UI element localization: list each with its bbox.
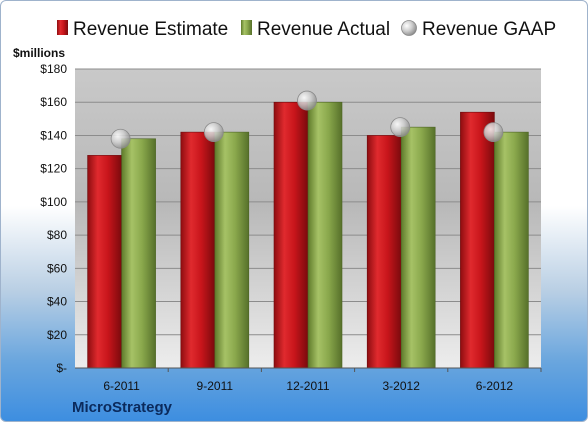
y-tick-label: $180: [40, 62, 67, 76]
legend: Revenue Estimate Revenue Actual Revenue …: [57, 19, 556, 40]
bar-revenue-estimate: [273, 101, 309, 369]
marker-revenue-gaap: [203, 122, 224, 143]
bar-revenue-estimate: [366, 135, 402, 369]
legend-swatch-revenue-estimate: [57, 20, 68, 35]
y-tick-label: $160: [40, 95, 67, 109]
y-axis-unit-label: $millions: [13, 46, 65, 60]
x-tick-label: 9-2011: [197, 379, 234, 393]
x-tick-label: 6-2012: [476, 379, 514, 393]
bars: [87, 101, 529, 369]
y-tick-label: $40: [47, 295, 67, 309]
company-name: MicroStrategy: [72, 399, 173, 416]
x-tick-label: 3-2012: [383, 379, 421, 393]
y-tick-label: $140: [40, 128, 67, 142]
y-tick-label: $-: [56, 361, 67, 375]
x-tick-label: 12-2011: [286, 379, 329, 393]
marker-revenue-gaap: [390, 117, 411, 138]
marker-revenue-gaap: [483, 122, 504, 143]
y-axis-ticks: $- $20 $40 $60 $80 $100 $120 $140 $160 $180: [40, 62, 67, 375]
bar-revenue-actual: [121, 138, 156, 369]
legend-label-revenue-gaap: Revenue GAAP: [422, 19, 556, 40]
y-tick-label: $60: [47, 261, 67, 275]
bar-revenue-estimate: [87, 155, 122, 369]
legend-swatch-revenue-actual: [241, 20, 252, 35]
y-tick-label: $100: [40, 195, 67, 209]
y-tick-label: $120: [40, 162, 67, 176]
gaap-markers: [110, 90, 504, 149]
legend-marker-revenue-gaap: [401, 20, 417, 36]
bar-revenue-actual: [400, 126, 436, 369]
marker-revenue-gaap: [110, 128, 131, 149]
legend-label-revenue-estimate: Revenue Estimate: [73, 19, 228, 40]
y-tick-label: $80: [47, 228, 67, 242]
legend-label-revenue-actual: Revenue Actual: [257, 19, 390, 40]
bar-revenue-actual: [307, 101, 343, 369]
y-tick-label: $20: [47, 328, 67, 342]
bar-revenue-estimate: [180, 131, 216, 369]
bar-revenue-actual: [214, 131, 250, 369]
x-axis-ticks: 6-2011 9-2011 12-2011 3-2012 6-2012: [103, 368, 542, 393]
bar-revenue-actual: [494, 131, 529, 369]
marker-revenue-gaap: [297, 90, 317, 111]
bar-revenue-estimate: [460, 111, 495, 369]
x-tick-label: 6-2011: [103, 379, 140, 393]
